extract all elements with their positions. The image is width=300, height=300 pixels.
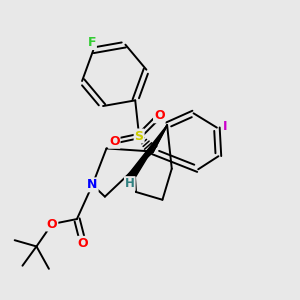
Text: O: O: [78, 237, 88, 250]
Text: O: O: [47, 218, 57, 230]
Text: F: F: [87, 36, 96, 49]
Text: O: O: [109, 135, 119, 148]
Text: H: H: [125, 177, 135, 190]
Text: S: S: [135, 130, 144, 142]
Text: N: N: [87, 178, 98, 191]
Text: O: O: [154, 109, 165, 122]
Text: I: I: [223, 119, 228, 133]
Polygon shape: [125, 125, 167, 183]
